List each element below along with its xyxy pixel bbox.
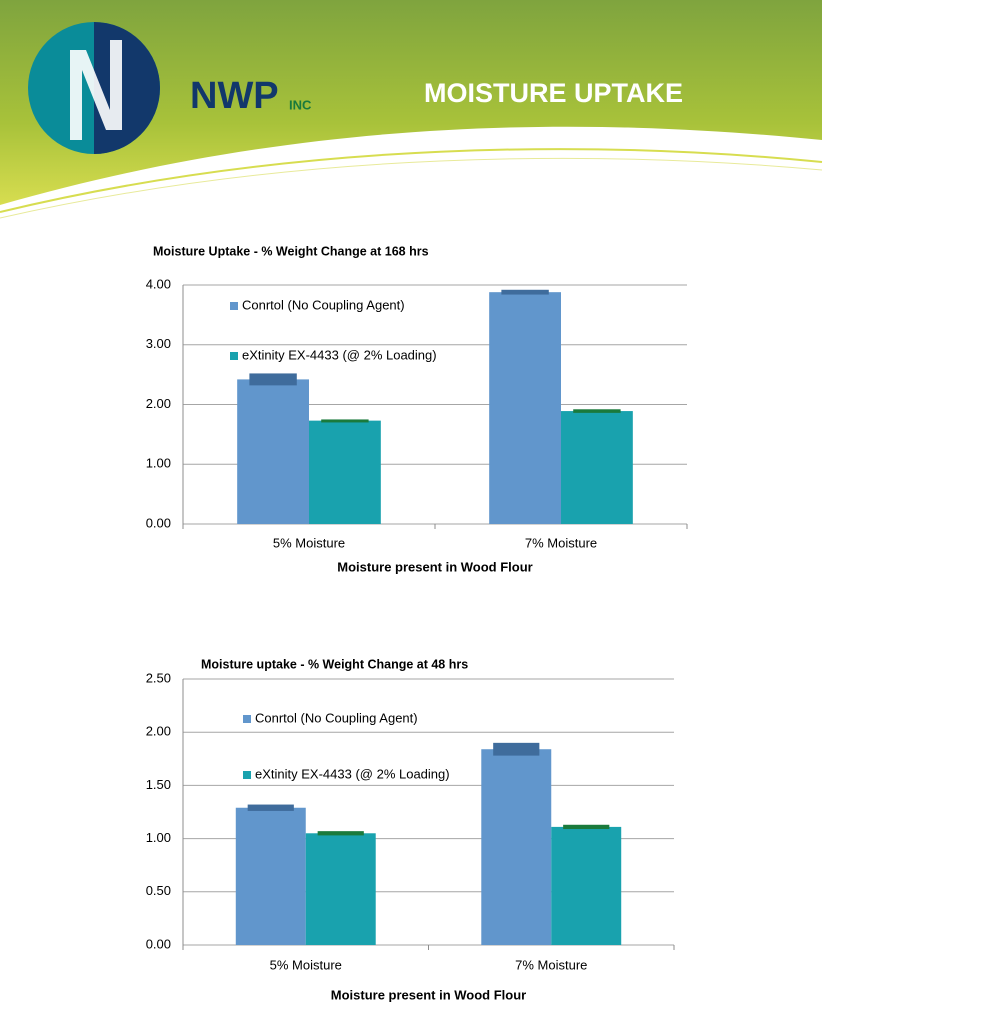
legend-label: Conrtol (No Coupling Agent) — [242, 297, 405, 312]
y-tick-label: 3.00 — [146, 336, 171, 351]
bar — [235, 807, 306, 945]
bar — [237, 379, 309, 524]
x-tick-label: 7% Moisture — [525, 535, 597, 550]
legend-label: eXtinity EX-4433 (@ 2% Loading) — [255, 766, 450, 781]
error-bar — [249, 373, 297, 386]
legend-label: eXtinity EX-4433 (@ 2% Loading) — [242, 347, 437, 362]
header: NWP INC MOISTURE UPTAKE — [0, 0, 823, 219]
swoosh — [0, 157, 823, 219]
y-tick-label: 1.00 — [146, 456, 171, 471]
y-tick-label: 1.00 — [146, 830, 171, 845]
x-axis-title: Moisture present in Wood Flour — [331, 987, 526, 1002]
y-tick-label: 2.50 — [146, 670, 171, 685]
company-name: NWP — [190, 75, 279, 117]
x-tick-label: 5% Moisture — [270, 957, 342, 972]
bar — [481, 749, 552, 945]
x-tick-label: 5% Moisture — [273, 535, 345, 550]
error-bar — [321, 419, 369, 423]
y-tick-label: 2.00 — [146, 396, 171, 411]
bar — [309, 420, 381, 524]
error-bar — [247, 804, 294, 811]
swoosh — [0, 148, 823, 213]
x-tick-label: 7% Moisture — [515, 957, 587, 972]
error-bar — [501, 289, 549, 295]
y-tick-label: 2.00 — [146, 724, 171, 739]
page-title: MOISTURE UPTAKE — [424, 78, 683, 108]
y-tick-label: 0.00 — [146, 515, 171, 530]
chart-title: Moisture Uptake - % Weight Change at 168… — [153, 244, 429, 258]
bar — [551, 826, 622, 945]
legend-swatch — [243, 715, 251, 723]
bar — [561, 411, 633, 524]
legend-swatch — [230, 352, 238, 360]
y-tick-label: 0.50 — [146, 883, 171, 898]
x-axis-title: Moisture present in Wood Flour — [337, 559, 532, 574]
y-tick-label: 1.50 — [146, 777, 171, 792]
bar — [489, 292, 561, 524]
error-bar — [563, 824, 610, 830]
legend-swatch — [243, 771, 251, 779]
banner — [0, 0, 822, 205]
legend-label: Conrtol (No Coupling Agent) — [255, 710, 418, 725]
bar — [305, 833, 376, 945]
y-tick-label: 4.00 — [146, 276, 171, 291]
company-suffix: INC — [289, 97, 312, 112]
y-tick-label: 0.00 — [146, 936, 171, 951]
chart-title: Moisture uptake - % Weight Change at 48 … — [201, 657, 468, 671]
error-bar — [317, 831, 364, 836]
legend-swatch — [230, 302, 238, 310]
logo-n — [70, 40, 122, 140]
error-bar — [573, 409, 621, 413]
error-bar — [493, 742, 540, 756]
